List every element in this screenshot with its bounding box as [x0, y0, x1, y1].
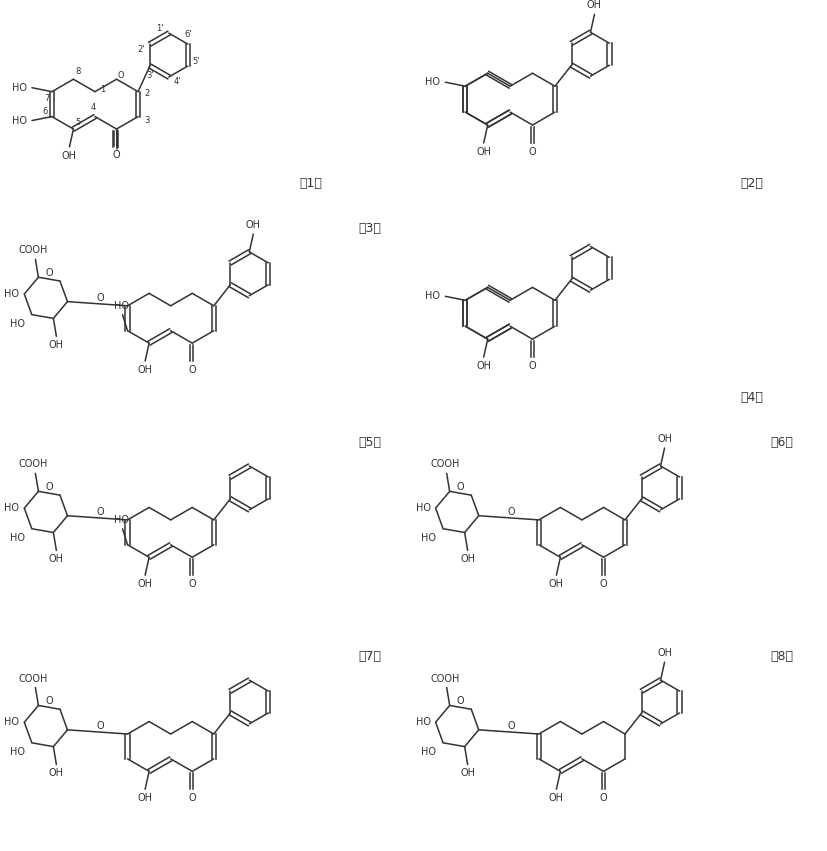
Text: O: O: [189, 365, 196, 375]
Text: COOH: COOH: [19, 460, 48, 470]
Text: O: O: [528, 147, 537, 157]
Text: HO: HO: [4, 503, 19, 513]
Text: OH: OH: [549, 793, 564, 803]
Text: 3': 3': [146, 71, 154, 81]
Text: （2）: （2）: [740, 177, 763, 191]
Text: 1: 1: [100, 85, 106, 94]
Text: O: O: [112, 150, 121, 160]
Text: OH: OH: [137, 580, 153, 589]
Text: O: O: [45, 268, 53, 278]
Text: HO: HO: [421, 533, 436, 543]
Text: HO: HO: [10, 318, 25, 328]
Text: COOH: COOH: [430, 673, 459, 683]
Text: OH: OH: [657, 434, 672, 444]
Text: O: O: [457, 483, 464, 492]
Text: 2: 2: [145, 89, 150, 98]
Text: 4: 4: [90, 103, 96, 112]
Text: （5）: （5）: [359, 437, 382, 449]
Text: OH: OH: [246, 220, 261, 230]
Text: COOH: COOH: [19, 673, 48, 683]
Text: （4）: （4）: [740, 391, 763, 404]
Text: O: O: [528, 361, 537, 371]
Text: HO: HO: [416, 503, 431, 513]
Text: OH: OH: [549, 580, 564, 589]
Text: OH: OH: [49, 554, 64, 564]
Text: OH: OH: [49, 340, 64, 351]
Text: 7: 7: [44, 94, 50, 103]
Text: HO: HO: [10, 533, 25, 543]
Text: 5': 5': [193, 56, 200, 66]
Text: O: O: [508, 507, 515, 517]
Text: HO: HO: [421, 747, 436, 757]
Text: （7）: （7）: [359, 650, 382, 663]
Text: OH: OH: [476, 147, 491, 157]
Text: O: O: [189, 793, 196, 803]
Text: HO: HO: [425, 291, 440, 301]
Text: OH: OH: [62, 151, 77, 161]
Text: 4': 4': [174, 77, 181, 87]
Text: OH: OH: [460, 554, 476, 564]
Text: COOH: COOH: [430, 460, 459, 470]
Text: OH: OH: [476, 361, 491, 371]
Text: O: O: [45, 696, 53, 706]
Text: HO: HO: [416, 717, 431, 728]
Text: OH: OH: [587, 0, 602, 10]
Text: （1）: （1）: [299, 177, 322, 191]
Text: O: O: [457, 696, 464, 706]
Text: O: O: [600, 580, 607, 589]
Text: 2': 2': [137, 44, 145, 54]
Text: O: O: [600, 793, 607, 803]
Text: HO: HO: [4, 717, 19, 728]
Text: OH: OH: [657, 648, 672, 658]
Text: OH: OH: [49, 768, 64, 779]
Text: （6）: （6）: [770, 437, 793, 449]
Text: 3: 3: [145, 116, 150, 125]
Text: 5: 5: [76, 117, 81, 127]
Text: HO: HO: [425, 77, 440, 87]
Text: O: O: [97, 293, 104, 303]
Text: HO: HO: [12, 83, 27, 93]
Text: O: O: [117, 71, 124, 80]
Text: OH: OH: [137, 793, 153, 803]
Text: 1': 1': [156, 24, 164, 32]
Text: O: O: [189, 580, 196, 589]
Text: O: O: [508, 721, 515, 731]
Text: （8）: （8）: [770, 650, 793, 663]
Text: （3）: （3）: [359, 222, 381, 235]
Text: HO: HO: [114, 515, 129, 525]
Text: O: O: [97, 721, 104, 731]
Text: 6': 6': [184, 30, 192, 38]
Text: HO: HO: [114, 300, 129, 311]
Text: HO: HO: [4, 289, 19, 299]
Text: HO: HO: [12, 116, 27, 126]
Text: OH: OH: [460, 768, 476, 779]
Text: OH: OH: [137, 365, 153, 375]
Text: COOH: COOH: [19, 245, 48, 255]
Text: O: O: [97, 507, 104, 517]
Text: 8: 8: [76, 66, 81, 76]
Text: HO: HO: [10, 747, 25, 757]
Text: 6: 6: [42, 107, 48, 116]
Text: O: O: [45, 483, 53, 492]
